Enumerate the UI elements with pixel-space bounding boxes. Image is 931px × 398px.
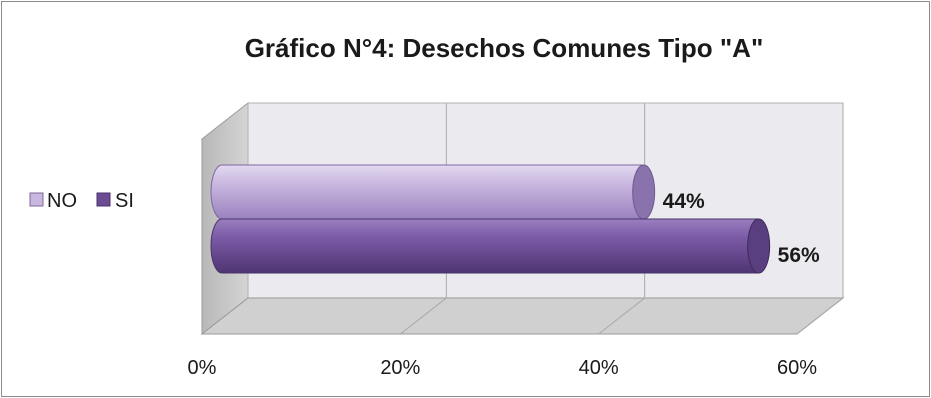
legend-swatch-no [29,192,44,207]
gridline-floor [400,297,447,335]
chart-title: Gráfico N°4: Desechos Comunes Tipo "A" [245,33,764,63]
x-tick-label: 0% [188,357,217,379]
gridline-floor [796,297,844,335]
x-tick-label: 60% [777,357,817,379]
bars [210,164,771,274]
legend-label-si: SI [115,190,134,212]
x-axis-ticks: 0% 20% 40% 60% [188,357,818,379]
legend-label-no: NO [47,190,77,212]
bar-end-cap [632,164,656,220]
legend: NO SI [29,190,134,212]
gridline-floor [598,297,645,335]
data-labels: 44% 56% [663,190,820,267]
bar-si [222,219,759,273]
x-tick-label: 20% [380,357,420,379]
data-label-no: 44% [663,190,705,213]
legend-swatch-si [96,192,111,207]
data-label-si: 56% [778,244,820,267]
bar-no [222,165,644,219]
x-tick-label: 40% [579,357,619,379]
bar-end-cap [747,218,771,274]
floor [200,297,845,335]
